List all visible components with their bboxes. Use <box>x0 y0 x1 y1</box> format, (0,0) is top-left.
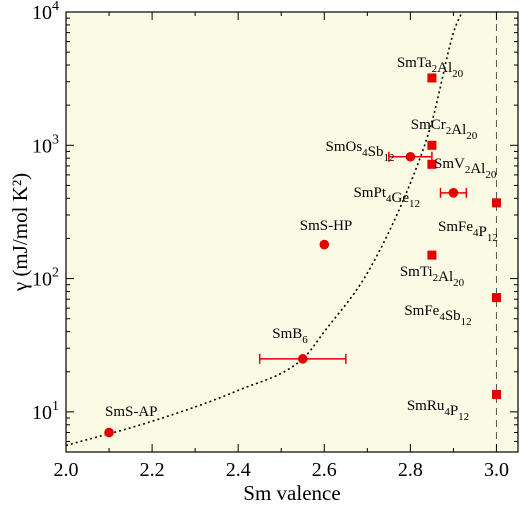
x-axis-title: Sm valence <box>243 481 340 505</box>
data-point-square <box>427 73 437 83</box>
y-axis-title: γ (mJ/mol K²) <box>8 173 32 292</box>
point-label: SmOs4Sb12 <box>325 139 394 164</box>
data-point-square <box>427 159 437 169</box>
x-tick-label: 2.6 <box>312 459 337 481</box>
point-label: SmFe4Sb12 <box>404 303 471 328</box>
x-tick-label: 3.0 <box>484 459 509 481</box>
x-tick-label: 2.8 <box>398 459 423 481</box>
x-tick-label: 2.4 <box>226 459 251 481</box>
point-labels-layer: SmS-AP SmB6 SmS-HP SmOs4Sb12 SmPt4Ge12 SmTa2A… <box>105 55 498 423</box>
point-label: SmPt4Ge12 <box>353 185 420 210</box>
point-label: SmRu4P12 <box>407 398 469 423</box>
point-label: SmB6 <box>272 326 308 346</box>
data-point-square <box>491 198 501 208</box>
data-point-circle <box>104 427 114 438</box>
plot-frame <box>65 11 519 453</box>
point-label: SmS-AP <box>105 404 158 420</box>
data-point-square <box>427 250 437 260</box>
point-label: SmS-HP <box>300 218 353 234</box>
y-tick-label: 104 <box>32 0 59 24</box>
point-label: SmCr2Al20 <box>411 117 478 142</box>
data-point-circle <box>297 354 308 364</box>
y-tick-label: 101 <box>32 399 59 424</box>
data-point-circle <box>448 188 459 198</box>
data-point-square <box>427 140 437 150</box>
point-label: SmV2Al20 <box>434 156 497 181</box>
point-label: SmTa2Al20 <box>397 55 464 80</box>
data-points-layer <box>104 73 501 438</box>
data-point-square <box>491 293 501 303</box>
x-tick-label: 2.0 <box>54 459 79 481</box>
point-label: SmTi2Al20 <box>400 264 465 289</box>
x-tick-label: 2.2 <box>140 459 165 481</box>
plot-area <box>66 12 518 452</box>
point-label: SmFe4P12 <box>438 219 498 244</box>
y-tick-label: 102 <box>32 266 59 291</box>
data-point-circle <box>319 239 330 250</box>
data-point-circle <box>405 151 416 162</box>
data-point-square <box>491 390 501 400</box>
y-tick-label: 103 <box>32 132 59 157</box>
axis-ticks-layer: 2.0 2.2 2.4 2.6 2.8 3.0 101 102 103 104 <box>32 0 518 481</box>
